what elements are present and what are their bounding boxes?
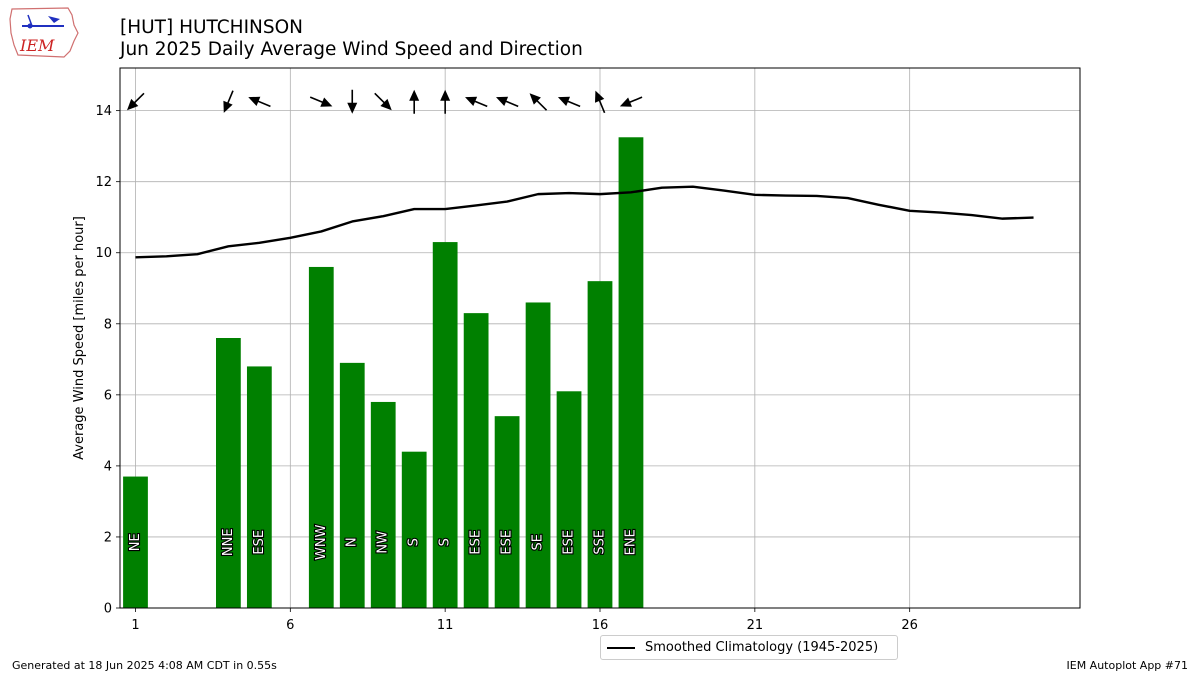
y-tick-label: 8 [104, 317, 112, 332]
wind-bar [246, 366, 272, 608]
wind-direction-arrow [529, 93, 548, 111]
direction-label: ESE [469, 530, 484, 555]
direction-label: N [345, 537, 360, 547]
y-tick-label: 2 [104, 530, 112, 545]
wind-direction-arrow [496, 96, 519, 108]
arrow-head [126, 98, 139, 111]
arrow-head [529, 93, 541, 105]
arrow-head [347, 102, 358, 114]
arrow-head [223, 100, 233, 113]
wind-bar [432, 242, 458, 608]
arrow-head [409, 89, 420, 101]
y-tick-label: 10 [95, 246, 112, 261]
wind-direction-arrow [619, 96, 643, 107]
legend: Smoothed Climatology (1945-2025) [600, 635, 898, 660]
y-tick-label: 14 [95, 104, 112, 119]
climatology-line [135, 185, 1034, 259]
x-tick-label: 6 [286, 618, 294, 633]
direction-label: S [407, 538, 422, 546]
direction-label: SE [531, 534, 546, 550]
app-credit: IEM Autoplot App #71 [1066, 659, 1189, 672]
wind-bar [556, 391, 582, 608]
wind-bar [494, 416, 520, 608]
y-tick-label: 4 [104, 459, 112, 474]
direction-label: S [438, 538, 453, 546]
wind-direction-arrow [126, 92, 145, 111]
wind-direction-arrow [248, 96, 271, 108]
wind-bar [339, 362, 365, 608]
wind-bar [370, 401, 396, 608]
x-tick-label: 16 [592, 618, 609, 633]
wind-bar [401, 451, 427, 608]
wind-bar [216, 338, 241, 608]
wind-bar [308, 266, 334, 608]
direction-label: NNE [221, 528, 236, 556]
arrow-head [557, 96, 571, 106]
y-tick-label: 6 [104, 388, 112, 403]
wind-direction-arrow [409, 89, 420, 114]
direction-label: ESE [500, 530, 515, 555]
x-tick-label: 26 [901, 618, 918, 633]
legend-climatology-swatch [607, 646, 635, 649]
arrow-head [594, 90, 605, 103]
arrow-head [496, 96, 509, 106]
x-tick-label: 11 [437, 618, 454, 633]
direction-label: ESE [252, 530, 267, 555]
wind-direction-arrow [557, 96, 581, 108]
y-axis-label: Average Wind Speed [miles per hour] [72, 216, 87, 460]
arrow-head [380, 98, 392, 111]
wind-bar [525, 302, 551, 608]
arrow-head [465, 96, 478, 106]
wind-direction-arrow [465, 96, 488, 108]
wind-bar [463, 313, 489, 608]
y-tick-label: 12 [95, 175, 112, 190]
x-tick-label: 1 [131, 618, 139, 633]
wind-direction-arrow [374, 92, 392, 111]
logo-text: IEM [19, 36, 55, 55]
wind-direction-arrow [223, 90, 234, 113]
wind-direction-arrow [594, 90, 606, 114]
direction-label: ESE [562, 530, 577, 555]
chart-subtitle: Jun 2025 Daily Average Wind Speed and Di… [120, 39, 583, 60]
wind-direction-arrow [309, 96, 333, 107]
direction-label: ENE [623, 529, 638, 555]
direction-label: NW [376, 531, 391, 554]
wind-bar [587, 281, 613, 608]
arrow-head [619, 97, 632, 107]
generated-timestamp: Generated at 18 Jun 2025 4:08 AM CDT in … [12, 659, 277, 672]
y-tick-label: 0 [104, 602, 112, 617]
x-tick-label: 21 [747, 618, 764, 633]
wind-direction-arrow [440, 89, 451, 114]
legend-climatology-label: Smoothed Climatology (1945-2025) [645, 640, 879, 655]
direction-label: WNW [314, 524, 329, 560]
direction-label: NE [128, 533, 143, 551]
direction-label: SSE [593, 530, 608, 555]
iem-logo: IEM [8, 5, 80, 63]
arrow-head [248, 96, 261, 106]
arrow-head [440, 89, 451, 101]
wind-bar [618, 137, 644, 609]
chart-title: [HUT] HUTCHINSON [120, 17, 304, 38]
wind-direction-arrow [347, 89, 358, 114]
arrow-head [320, 97, 333, 107]
wind-bar [123, 476, 148, 608]
